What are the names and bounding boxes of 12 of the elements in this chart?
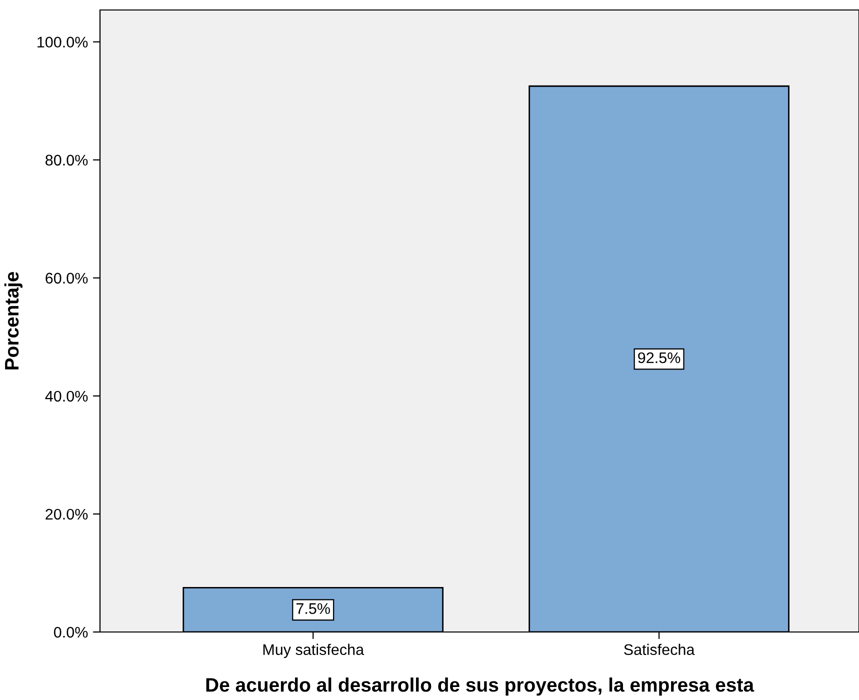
x-tick-label: Muy satisfecha <box>263 644 364 658</box>
y-tick-label: 80.0% <box>46 154 88 166</box>
data-label: 7.5% <box>296 603 330 614</box>
x-axis-title: De acuerdo al desarrollo de sus proyectos, la empresa esta <box>206 677 754 696</box>
y-tick-label: 60.0% <box>46 272 88 284</box>
y-tick-label: 100.0% <box>38 36 88 48</box>
y-axis-title: Porcentaje <box>4 272 22 370</box>
y-tick-label: 0.0% <box>54 626 88 638</box>
x-tick-label: Satisfecha <box>624 644 695 656</box>
y-tick-label: 20.0% <box>46 508 88 520</box>
y-tick-label: 40.0% <box>45 390 88 402</box>
data-label: 92.5% <box>638 352 680 364</box>
